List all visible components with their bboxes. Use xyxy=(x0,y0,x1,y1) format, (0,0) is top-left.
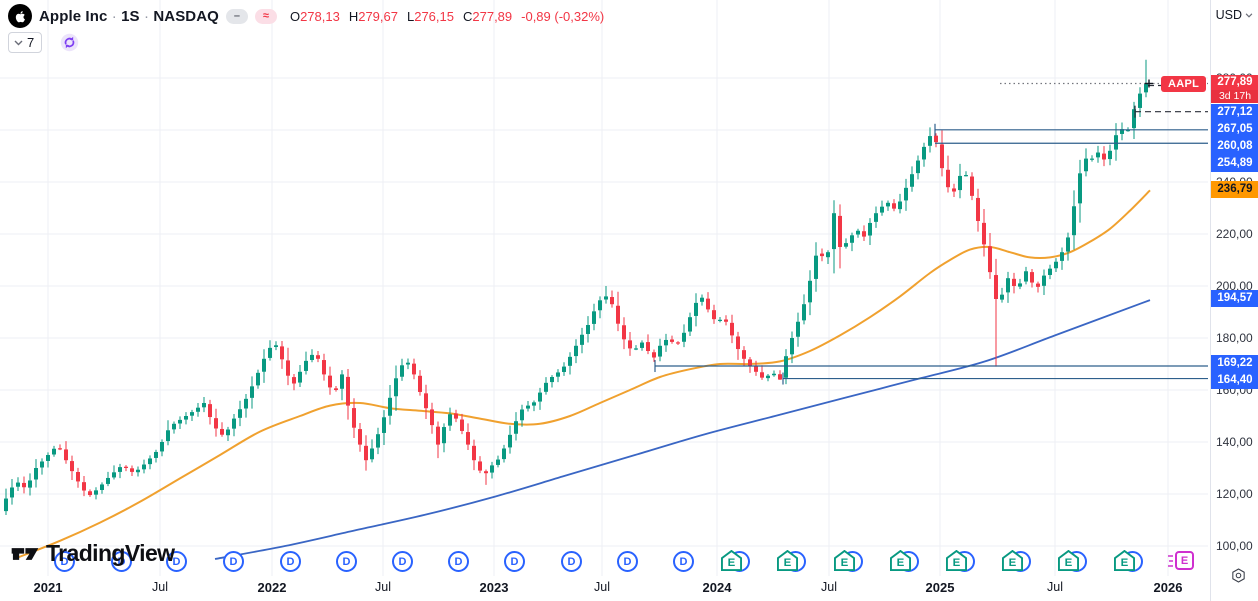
time-axis-label: Jul xyxy=(594,580,610,594)
last-price-marker-icon[interactable] xyxy=(1145,79,1153,88)
earnings-dividend-marker-icon[interactable]: E xyxy=(1058,550,1088,573)
candles-layer[interactable] xyxy=(4,59,1148,515)
svg-text:E: E xyxy=(1065,557,1073,569)
price-axis-tick: 140,00 xyxy=(1216,435,1253,449)
price-level-badge[interactable]: 194,57 xyxy=(1211,290,1258,307)
dividend-marker-icon[interactable]: D xyxy=(504,551,534,573)
symbol-price-tag[interactable]: AAPL xyxy=(1161,76,1207,92)
earnings-dividend-marker-icon[interactable]: E xyxy=(1002,550,1032,573)
time-axis-label: Jul xyxy=(821,580,837,594)
ohlc-values: O278,13 H279,67 L276,15 C277,89 -0,89 (-… xyxy=(289,8,605,24)
apple-logo xyxy=(8,4,32,28)
earnings-dividend-marker-icon[interactable]: E xyxy=(946,550,976,573)
post-market-icon[interactable]: ≈ xyxy=(254,8,277,24)
dividend-marker-icon[interactable]: D xyxy=(223,551,253,573)
time-axis-label: 2025 xyxy=(925,580,955,595)
svg-text:E: E xyxy=(784,557,792,569)
time-axis-label: 2022 xyxy=(257,580,287,595)
dividend-marker-icon[interactable]: D xyxy=(280,551,310,573)
price-axis-tick: 200,00 xyxy=(1216,279,1253,293)
scale-settings-gear-icon[interactable] xyxy=(1230,567,1247,589)
candlestick-chart[interactable] xyxy=(0,0,1208,576)
svg-text:E: E xyxy=(897,557,905,569)
interval-label: 1S xyxy=(121,7,140,25)
time-axis-label: 2021 xyxy=(33,580,63,595)
dividend-marker-icon[interactable]: D xyxy=(561,551,591,573)
currency-dropdown[interactable]: USD xyxy=(1216,8,1253,22)
price-scale[interactable]: USD 280,00260,00240,00220,00200,00180,00… xyxy=(1210,0,1258,601)
price-level-badge[interactable]: 267,05 xyxy=(1211,121,1258,138)
price-level-badge[interactable]: 260,08 xyxy=(1211,138,1258,155)
svg-text:E: E xyxy=(1121,557,1129,569)
dividend-marker-icon[interactable]: D xyxy=(617,551,647,573)
change-value: -0,89 (-0,32%) xyxy=(521,8,605,24)
chevron-down-icon xyxy=(1245,12,1253,18)
time-axis-label: Jul xyxy=(152,580,168,594)
chart-legend: Apple Inc · 1S · NASDAQ – ≈ O278,13 H279… xyxy=(8,4,604,28)
dividend-marker-icon[interactable]: D xyxy=(673,551,703,573)
earnings-dividend-marker-icon[interactable]: E xyxy=(1114,550,1144,573)
svg-text:E: E xyxy=(1009,557,1017,569)
dividend-marker-icon[interactable]: D xyxy=(166,551,196,573)
dividend-marker-icon[interactable]: D xyxy=(336,551,366,573)
market-closed-icon[interactable]: – xyxy=(225,8,248,24)
price-axis-tick: 220,00 xyxy=(1216,227,1253,241)
tradingview-mark-icon xyxy=(11,547,39,560)
time-axis-label: 2024 xyxy=(702,580,732,595)
dividend-marker-icon[interactable]: D xyxy=(392,551,422,573)
time-axis-label: Jul xyxy=(1047,580,1063,594)
orange-ma-line[interactable] xyxy=(13,189,1151,560)
grid xyxy=(0,0,1208,576)
price-axis-tick: 120,00 xyxy=(1216,487,1253,501)
dividend-marker-icon[interactable]: D xyxy=(448,551,478,573)
chevron-down-icon xyxy=(14,40,23,45)
earnings-dividend-marker-icon[interactable]: E xyxy=(890,550,920,573)
time-axis-label: 2023 xyxy=(479,580,509,595)
time-axis-label: Jul xyxy=(375,580,391,594)
earnings-dividend-marker-icon[interactable]: E xyxy=(834,550,864,573)
price-axis-tick: 180,00 xyxy=(1216,331,1253,345)
dividend-marker-icon[interactable]: D xyxy=(54,551,84,573)
tradingview-logo[interactable]: TradingView xyxy=(10,540,175,567)
price-level-badge[interactable]: 169,22 xyxy=(1211,355,1258,372)
svg-text:E: E xyxy=(728,557,736,569)
bar-countdown: 3d 17h xyxy=(1211,90,1258,103)
exchange-label: NASDAQ xyxy=(153,7,219,25)
current-price-value: 277,89 xyxy=(1211,75,1258,90)
upcoming-earnings-marker-icon[interactable]: E xyxy=(1167,551,1197,573)
time-axis-label: 2026 xyxy=(1153,580,1183,595)
earnings-dividend-marker-icon[interactable]: E xyxy=(777,550,807,573)
svg-text:E: E xyxy=(841,557,849,569)
earnings-dividend-marker-icon[interactable]: E xyxy=(721,550,751,573)
svg-text:E: E xyxy=(953,557,961,569)
price-axis-tick: 100,00 xyxy=(1216,539,1253,553)
refresh-icon[interactable] xyxy=(60,33,79,52)
indicators-dropdown[interactable]: 7 xyxy=(8,32,43,53)
price-level-badge[interactable]: 236,79 xyxy=(1211,181,1258,198)
price-level-badge[interactable]: 254,89 xyxy=(1211,155,1258,172)
dividend-marker-icon[interactable]: D xyxy=(111,551,141,573)
price-level-badge[interactable]: 277,12 xyxy=(1211,104,1258,121)
price-level-badge[interactable]: 164,40 xyxy=(1211,372,1258,389)
symbol-title[interactable]: Apple Inc · 1S · NASDAQ xyxy=(39,7,219,25)
current-price-badge[interactable]: 277,89 3d 17h xyxy=(1211,75,1258,103)
blue-ma-line[interactable] xyxy=(214,299,1151,560)
